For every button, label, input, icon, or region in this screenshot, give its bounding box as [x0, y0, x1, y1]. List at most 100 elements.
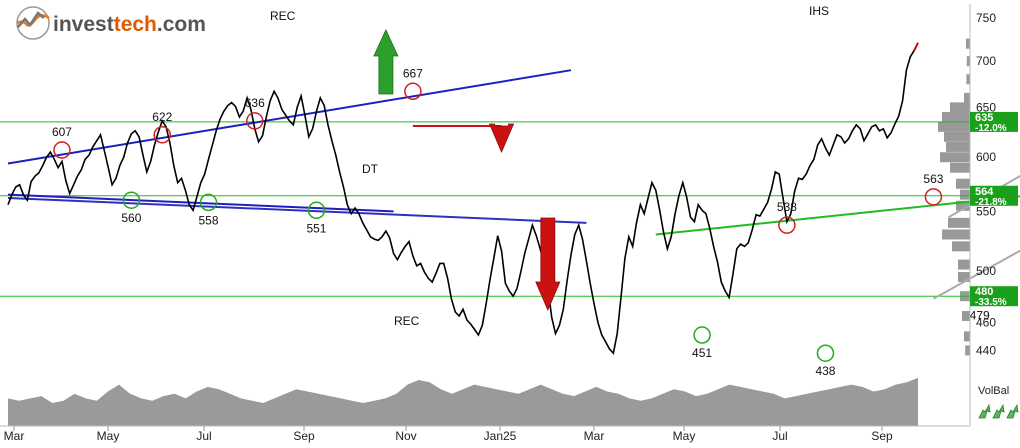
pivot-label: 636	[245, 96, 265, 110]
volume-profile	[938, 38, 970, 356]
logo-text-suffix: tech	[114, 13, 157, 36]
volume-profile-bar	[958, 272, 970, 283]
volbal-label: VolBal	[978, 385, 1009, 397]
pivot-circle	[153, 126, 171, 144]
y-tick-label: 700	[976, 54, 996, 68]
x-tick-label: Jul	[772, 429, 787, 443]
logo-text-prefix: invest	[53, 13, 114, 36]
y-tick-label: 440	[976, 343, 996, 357]
pivot-circle	[246, 112, 264, 130]
y-tick-label: 650	[976, 100, 996, 114]
volume-profile-bar	[944, 131, 970, 142]
x-tick-label: Jul	[196, 429, 211, 443]
pivot-label: 607	[52, 125, 72, 139]
y-tick-label: 460	[976, 316, 996, 330]
x-tick-label: Nov	[395, 429, 416, 443]
trendline	[7, 69, 572, 165]
volume-profile-bar	[942, 229, 970, 240]
pivot-circle	[199, 193, 218, 212]
trendline	[932, 249, 1020, 300]
logo-icon	[16, 6, 50, 40]
signal-label: REC	[394, 314, 420, 328]
y-tick-label: 550	[976, 204, 996, 218]
signal-label: DT	[362, 162, 379, 176]
svg-text:investtech.com: investtech.com	[53, 13, 206, 36]
signal-label: REC	[270, 9, 296, 23]
pivot-circle	[778, 216, 796, 234]
y-tick-label: 600	[976, 150, 996, 164]
sell-signal-arrow	[535, 217, 561, 312]
x-axis: Mar May Jul Sep Nov Jan25 Mar May Jul Sep	[4, 426, 893, 443]
pivot-circle	[816, 344, 835, 362]
volbal-indicator: VolBal	[978, 385, 1019, 419]
volume-profile-bar	[950, 162, 970, 173]
volume-profile-bar	[958, 259, 970, 270]
volume-profile-bar	[966, 74, 970, 85]
x-tick-label: Jan25	[484, 429, 517, 443]
price-series	[7, 42, 919, 355]
level-pct: -33.5%	[975, 297, 1007, 308]
level-badge	[970, 185, 1018, 206]
pivot-label: 538	[777, 200, 797, 214]
volume-balance-area-shape	[8, 377, 918, 426]
level-pct: -21.8%	[975, 197, 1007, 208]
pivot-circle	[122, 191, 141, 209]
y-axis: 440 460 500 550 600 650 700 750	[0, 4, 996, 427]
volume-profile-bar	[948, 217, 970, 228]
pivot-label: 438	[815, 364, 835, 378]
x-tick-label: Sep	[293, 429, 315, 443]
sell-signal-arrow	[488, 123, 515, 154]
pivot-label: 622	[152, 110, 172, 124]
pivot-circle	[307, 201, 326, 220]
pivot-circle	[924, 188, 943, 206]
support-resistance-levels	[0, 121, 970, 297]
level-pct: -12.0%	[975, 123, 1007, 134]
level-value: 635	[975, 112, 993, 124]
volume-profile-bar	[966, 38, 970, 49]
investtech-logo: investtech.com	[16, 6, 206, 40]
signal-label: IHS	[809, 4, 829, 18]
volbal-arrow-icons	[978, 403, 1019, 419]
pivot-circle	[404, 82, 422, 101]
volume-profile-bar	[962, 310, 970, 321]
price-line	[7, 42, 919, 355]
pivot-label: 558	[198, 213, 218, 227]
pivot-label: 551	[306, 221, 326, 235]
volume-profile-bar	[960, 189, 970, 200]
volume-profile-bar	[938, 121, 970, 132]
level-badge	[970, 111, 1018, 132]
x-tick-label: May	[673, 429, 696, 443]
volume-profile-bar	[946, 141, 970, 152]
pivot-markers: 607 622 636 667 560 558 551 451 538 438 563 479	[52, 66, 990, 378]
volume-profile-bar	[950, 102, 970, 113]
buy-signal-arrow	[373, 29, 399, 95]
volume-profile-bar	[956, 200, 970, 211]
logo-text-tld: .com	[157, 13, 206, 36]
x-tick-label: Mar	[584, 429, 605, 443]
level-value: 480	[975, 286, 993, 298]
signal-arrows: REC DT REC IHS	[270, 4, 829, 328]
level-badge	[970, 286, 1018, 307]
volume-profile-bar	[942, 112, 970, 123]
pivot-label: 563	[923, 172, 943, 186]
volume-profile-bar	[964, 92, 970, 103]
volume-profile-bar	[952, 241, 970, 252]
volume-profile-bar	[940, 152, 970, 163]
pivot-label: 451	[692, 346, 712, 360]
volume-profile-bar	[966, 56, 970, 67]
level-value: 564	[975, 186, 994, 198]
x-tick-label: Mar	[4, 429, 25, 443]
trendlines	[7, 69, 1020, 300]
y-tick-label: 750	[976, 11, 996, 25]
pivot-circle	[693, 326, 711, 344]
price-last-segment	[913, 42, 919, 52]
pivot-label: 560	[121, 211, 141, 225]
pivot-label: 479	[970, 309, 990, 323]
volume-balance-area	[8, 377, 918, 426]
x-tick-label: Sep	[871, 429, 893, 443]
level-labels: 635-12.0% 564-21.8% 480-33.5%	[970, 111, 1018, 308]
volume-profile-bar	[964, 331, 970, 342]
y-tick-label: 500	[976, 264, 996, 278]
volume-profile-bar	[956, 178, 970, 189]
